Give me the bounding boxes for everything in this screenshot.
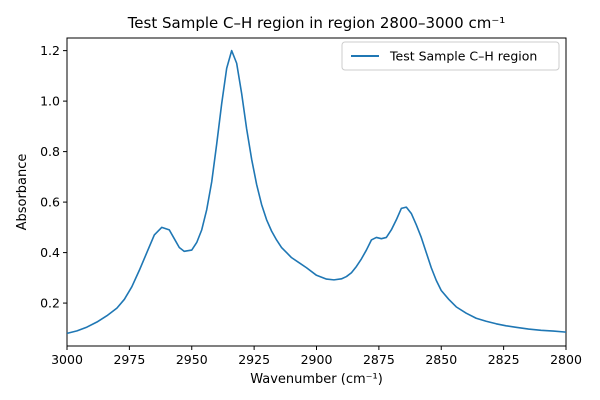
legend-box: [341, 41, 560, 71]
x-tick-label: 3000: [51, 352, 83, 367]
y-tick-label: 0.4: [40, 245, 60, 260]
x-tick-label: 2800: [550, 352, 582, 367]
y-tick-label: 1.2: [40, 43, 60, 58]
y-tick-label: 0.2: [40, 296, 60, 311]
y-axis-ticks: 0.2 0.4 0.6 0.8 1.0 1.2: [40, 43, 67, 311]
x-axis-label: Wavenumber (cm⁻¹): [250, 372, 383, 387]
x-tick-label: 2900: [301, 352, 333, 367]
x-tick-label: 2925: [238, 352, 270, 367]
chart-title: Test Sample C–H region in region 2800–30…: [127, 14, 506, 32]
series-layer: [66, 49, 567, 335]
x-tick-label: 2975: [113, 352, 145, 367]
y-tick-label: 0.6: [40, 195, 60, 210]
x-axis-ticks: 3000 2975 2950 2925 2900 2875 2850 2825 2800: [51, 346, 582, 367]
x-tick-label: 2950: [176, 352, 208, 367]
plot-area: [66, 37, 567, 347]
plot-frame: [66, 37, 567, 347]
y-axis-label: Absorbance: [15, 154, 30, 231]
series-line: [66, 49, 567, 335]
legend-label: Test Sample C–H region: [389, 49, 537, 64]
y-tick-label: 0.8: [40, 144, 60, 159]
x-tick-label: 2825: [488, 352, 520, 367]
x-tick-label: 2875: [363, 352, 395, 367]
y-tick-label: 1.0: [40, 94, 60, 109]
legend: Test Sample C–H region: [341, 41, 560, 71]
x-tick-label: 2850: [425, 352, 457, 367]
